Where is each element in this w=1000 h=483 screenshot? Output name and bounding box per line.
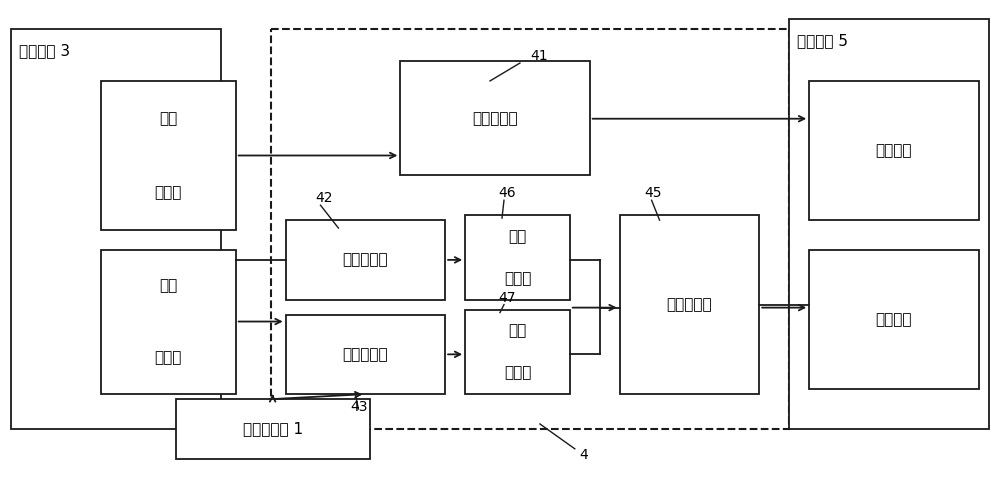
Bar <box>465 215 570 299</box>
Text: 41: 41 <box>530 49 548 63</box>
Text: 第一: 第一 <box>159 111 178 126</box>
Text: 充电端口: 充电端口 <box>876 312 912 327</box>
Bar <box>101 250 236 394</box>
Text: 47: 47 <box>498 291 516 305</box>
Text: 输出端: 输出端 <box>155 185 182 200</box>
Text: 第一: 第一 <box>508 229 527 244</box>
Text: 第二: 第二 <box>508 323 527 338</box>
Text: 42: 42 <box>316 191 333 205</box>
Text: 二极管: 二极管 <box>504 271 531 286</box>
Text: 第一继电器: 第一继电器 <box>472 111 518 126</box>
Text: 输出端: 输出端 <box>155 351 182 366</box>
Bar <box>620 215 759 394</box>
Bar <box>789 19 989 429</box>
Text: 第二继电器: 第二继电器 <box>343 253 388 268</box>
Text: 46: 46 <box>498 186 516 200</box>
Text: 45: 45 <box>645 186 662 200</box>
Text: 43: 43 <box>350 400 368 414</box>
Text: 浪涌测试仪 1: 浪涌测试仪 1 <box>243 421 303 437</box>
Bar <box>176 399 370 459</box>
Text: 二极管: 二极管 <box>504 366 531 381</box>
Bar <box>101 81 236 230</box>
Bar <box>11 29 221 429</box>
Bar <box>465 310 570 394</box>
Text: 第四继电器: 第四继电器 <box>343 347 388 362</box>
Bar <box>286 220 445 299</box>
Bar <box>286 314 445 394</box>
Text: 供电电源 3: 供电电源 3 <box>19 43 70 58</box>
Bar <box>400 61 590 175</box>
Bar <box>809 81 979 220</box>
Bar <box>271 29 789 429</box>
Bar <box>809 250 979 389</box>
Text: 电池端口: 电池端口 <box>876 143 912 158</box>
Text: 第三继电器: 第三继电器 <box>667 297 712 312</box>
Text: 待测设备 5: 待测设备 5 <box>797 33 848 48</box>
Text: 4: 4 <box>580 448 589 462</box>
Text: 第二: 第二 <box>159 279 178 294</box>
